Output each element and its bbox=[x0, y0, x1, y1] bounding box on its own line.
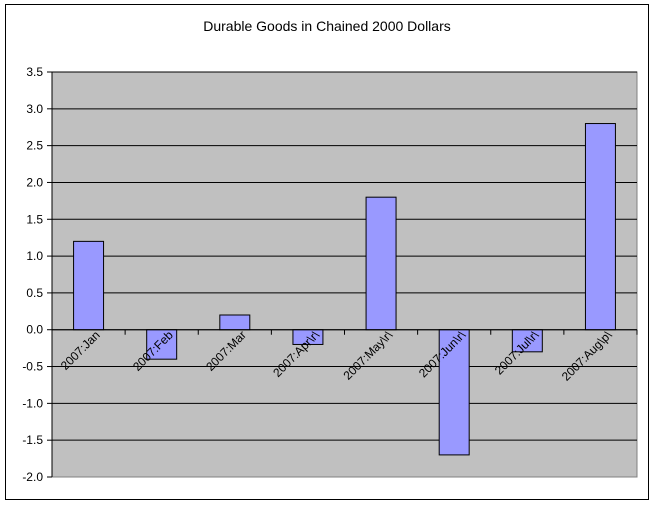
bar bbox=[146, 329, 178, 360]
y-tick-label: 0.5 bbox=[26, 286, 43, 300]
y-tick-label: -1.0 bbox=[22, 396, 43, 410]
bar bbox=[219, 314, 251, 331]
gridlines bbox=[52, 71, 637, 441]
y-tick-label: 2.0 bbox=[26, 175, 43, 189]
y-tick-label: 1.0 bbox=[26, 249, 43, 263]
chart-title: Durable Goods in Chained 2000 Dollars bbox=[203, 18, 450, 34]
axes bbox=[47, 71, 638, 478]
y-tick-label: 1.5 bbox=[26, 212, 43, 226]
y-tick-label: -1.5 bbox=[22, 433, 43, 447]
y-tick-label: 0.0 bbox=[26, 323, 43, 337]
y-tick-label: -2.0 bbox=[22, 470, 43, 484]
bar bbox=[438, 329, 470, 456]
y-tick-label: 3.0 bbox=[26, 102, 43, 116]
y-tick-label: 2.5 bbox=[26, 139, 43, 153]
y-tick-labels: 3.5 3.0 2.5 2.0 1.5 1.0 0.5 0.0 -0.5 -1.0 -1.5 -2.0 bbox=[22, 65, 43, 484]
bars bbox=[73, 123, 616, 456]
y-tick-label: -0.5 bbox=[22, 360, 43, 374]
bar bbox=[73, 240, 105, 331]
bar bbox=[584, 123, 616, 331]
bar bbox=[365, 196, 397, 331]
plot-area bbox=[51, 71, 638, 478]
y-tick-label: 3.5 bbox=[26, 65, 43, 79]
